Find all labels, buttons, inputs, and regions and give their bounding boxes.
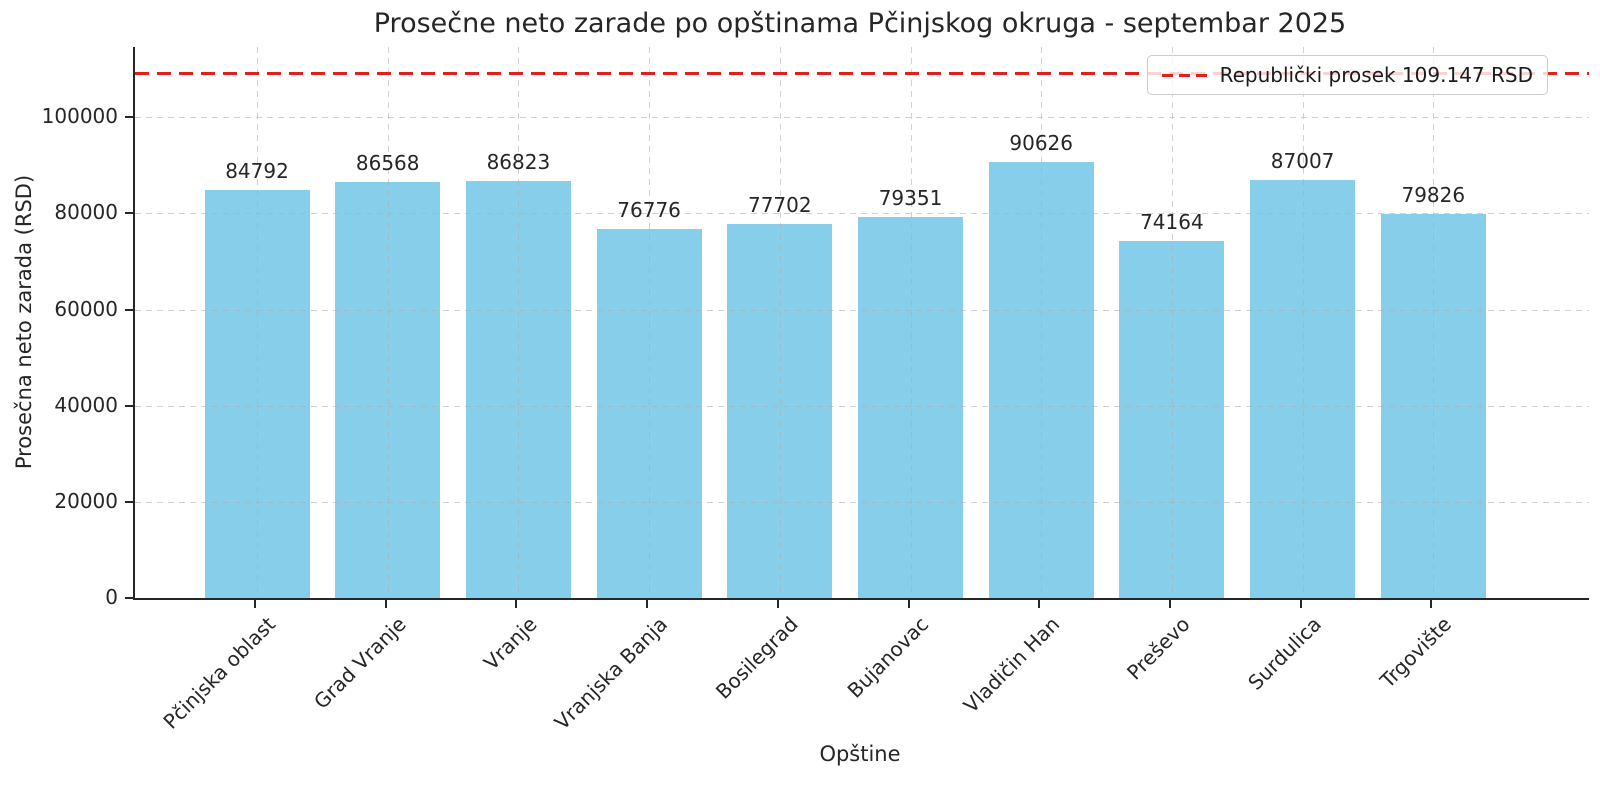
bar-value-label: 76776 [617, 197, 681, 222]
vertical-gridline [257, 47, 258, 598]
y-tick-mark [125, 116, 133, 119]
y-tick-mark [125, 404, 133, 407]
horizontal-gridline [135, 117, 1589, 119]
horizontal-gridline [135, 501, 1589, 503]
vertical-gridline [387, 47, 389, 598]
x-tick-label: Surdulica [1242, 612, 1326, 695]
x-tick-label: Vladičin Han [958, 612, 1065, 718]
x-tick-label: Grad Vranje [309, 612, 411, 714]
x-tick-mark [384, 600, 387, 608]
bar-value-label: 90626 [1009, 131, 1073, 156]
bar-value-label: 74164 [1140, 210, 1204, 235]
y-tick-label: 0 [105, 585, 118, 609]
x-axis-label: Opštine [819, 742, 901, 766]
bar-value-label: 79351 [878, 185, 943, 210]
x-tick-mark [776, 600, 779, 608]
vertical-gridline [1041, 47, 1043, 598]
x-tick-mark [907, 600, 910, 608]
bar-value-label: 77702 [747, 193, 812, 218]
reference-line [135, 72, 1589, 76]
x-tick-label: Trgovište [1375, 612, 1457, 693]
x-tick-mark [515, 600, 518, 608]
horizontal-gridline [135, 309, 1589, 311]
plot-area: 84792 86568 86823 76776 77702 79351 90626 74164… [133, 47, 1589, 600]
x-tick-label: Vranje [478, 612, 542, 675]
y-tick-label: 20000 [54, 488, 118, 513]
x-tick-mark [254, 600, 256, 608]
bar-value-label: 79826 [1401, 183, 1466, 208]
x-tick-label: Preševo [1122, 612, 1195, 685]
y-tick-label: 100000 [41, 104, 118, 129]
x-tick-mark [646, 600, 649, 608]
y-tick-mark [125, 500, 133, 503]
vertical-gridline [1302, 47, 1304, 598]
x-tick-label: Bosilegrad [711, 612, 803, 704]
x-tick-mark [1038, 600, 1041, 608]
bar-value-label: 84792 [225, 159, 289, 184]
horizontal-gridline [135, 213, 1589, 215]
bar-value-label: 86823 [486, 149, 551, 174]
legend: Republički prosek 109.147 RSD [1146, 55, 1548, 95]
vertical-gridline [649, 47, 651, 598]
x-tick-mark [1168, 600, 1171, 608]
y-tick-mark [125, 212, 133, 215]
x-tick-mark [1430, 600, 1433, 608]
legend-label: Republički prosek 109.147 RSD [1219, 63, 1533, 87]
vertical-gridline [518, 47, 520, 598]
x-tick-label: Bujanovac [842, 612, 934, 703]
bar-value-label: 87007 [1270, 148, 1335, 173]
y-tick-mark [125, 308, 133, 311]
x-tick-label: Vranjska Banja [549, 612, 673, 735]
y-tick-label: 80000 [54, 200, 118, 225]
chart-title: Prosečne neto zarade po opštinama Pčinjs… [373, 8, 1347, 39]
vertical-gridline [1433, 47, 1435, 598]
x-tick-label: Pčinjska oblast [158, 612, 280, 734]
y-tick-mark [125, 597, 133, 599]
vertical-gridline [779, 47, 781, 598]
bar-value-label: 86568 [355, 150, 420, 175]
y-tick-label: 60000 [54, 296, 118, 321]
vertical-gridline [910, 47, 912, 598]
horizontal-gridline [135, 405, 1589, 407]
x-tick-mark [1299, 600, 1302, 608]
reference-line-swatch [1161, 73, 1208, 77]
vertical-gridline [1171, 47, 1173, 598]
y-tick-label: 40000 [54, 392, 118, 417]
